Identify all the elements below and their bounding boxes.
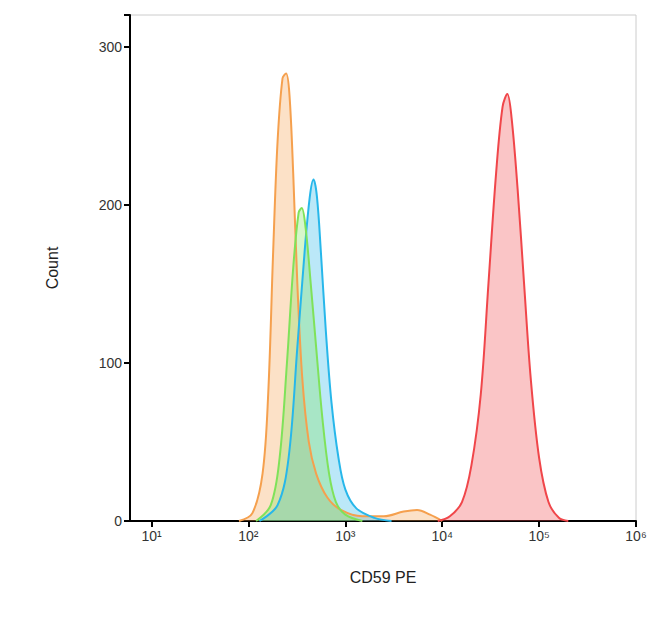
svg-text:10²: 10² — [238, 528, 259, 544]
svg-text:CD59 PE: CD59 PE — [350, 569, 417, 586]
svg-text:10⁵: 10⁵ — [528, 528, 549, 544]
svg-text:0: 0 — [114, 513, 122, 529]
svg-text:300: 300 — [99, 39, 123, 55]
svg-text:10⁴: 10⁴ — [431, 528, 453, 544]
svg-text:100: 100 — [99, 355, 123, 371]
svg-text:Count: Count — [44, 246, 61, 289]
svg-text:10¹: 10¹ — [141, 528, 162, 544]
svg-text:10³: 10³ — [335, 528, 356, 544]
svg-text:200: 200 — [99, 197, 123, 213]
svg-text:10⁶: 10⁶ — [625, 528, 646, 544]
